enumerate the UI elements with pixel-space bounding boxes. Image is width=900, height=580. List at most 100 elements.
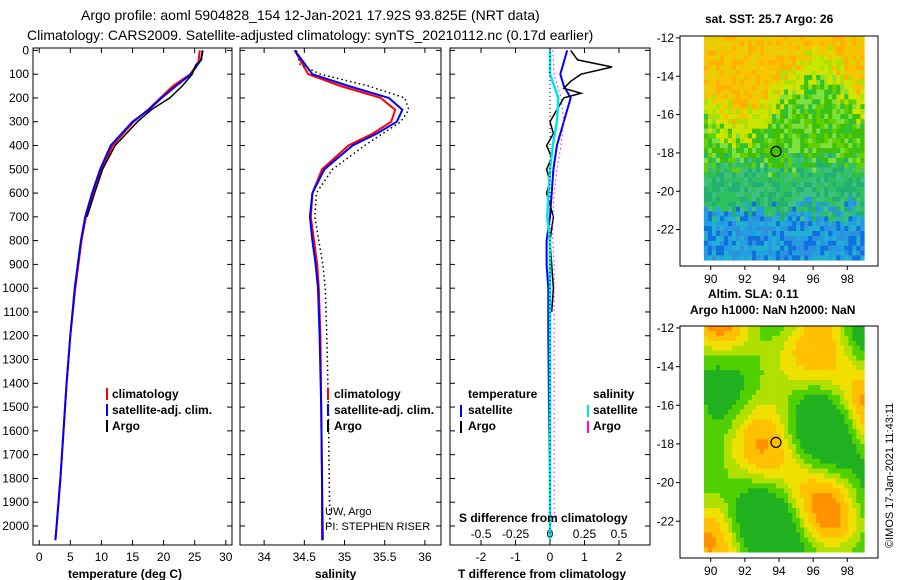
series-line-t-argo xyxy=(545,49,613,313)
salinity-legend: climatology satellite-adj. clim. Argo UW… xyxy=(325,387,434,533)
map-x-tick-label: 98 xyxy=(841,272,855,286)
map-x-tick-label: 98 xyxy=(841,564,855,578)
imos-credit: ©IMOS 17-Jan-2021 11:43:11 xyxy=(884,403,896,548)
legend-label-satellite: satellite-adj. clim. xyxy=(334,403,434,417)
legend-header-temperature: temperature xyxy=(468,387,538,401)
map-y-tick-label: -22 xyxy=(657,223,675,237)
map-x-tick-label: 90 xyxy=(704,272,718,286)
x-tick-label: 2 xyxy=(616,550,623,564)
series-line-t-satellite xyxy=(545,50,572,541)
sst-map xyxy=(703,36,865,261)
depth-tick-label: 400 xyxy=(9,138,29,152)
depth-tick-label: 900 xyxy=(9,257,29,271)
difference-xlabel: T difference from climatology xyxy=(458,567,626,580)
legend-swatch-t-satellite xyxy=(460,405,462,417)
x-tick-label: 5 xyxy=(67,550,74,564)
legend-label-climatology: climatology xyxy=(334,387,401,401)
map-x-tick-label: 92 xyxy=(738,564,752,578)
annotation-pi: PI: STEPHEN RISER xyxy=(325,521,430,533)
map-x-tick-label: 92 xyxy=(738,272,752,286)
s-tick-label: 0.5 xyxy=(611,527,628,541)
map-y-tick-label: -14 xyxy=(657,69,675,83)
depth-tick-label: 0 xyxy=(22,43,29,57)
series-line-satellite-adj-clim- xyxy=(293,49,404,541)
sla-map xyxy=(703,326,865,553)
map-x-tick-label: 90 xyxy=(704,564,718,578)
map-y-tick-label: -12 xyxy=(657,31,675,45)
x-tick-label: 0 xyxy=(36,550,43,564)
legend-label-t-argo: Argo xyxy=(468,419,496,433)
sla-map-ticks: 90 92 94 96 98 -12 -14 -16 -18 -20 -22 xyxy=(657,321,855,578)
depth-tick-label: 700 xyxy=(9,210,29,224)
series-line-climatology xyxy=(54,50,201,541)
series-line-argo xyxy=(295,50,410,527)
temperature-legend: climatology satellite-adj. clim. Argo xyxy=(106,387,212,433)
legend-header-salinity: salinity xyxy=(593,387,635,401)
depth-tick-label: 1200 xyxy=(2,329,29,343)
header-line2: Climatology: CARS2009. Satellite-adjuste… xyxy=(27,27,593,43)
difference-x-ticks: -2 -1 0 1 2 xyxy=(476,48,623,564)
annotation-uw-argo: UW, Argo xyxy=(325,506,371,518)
depth-tick-label: 800 xyxy=(9,234,29,248)
legend-label-satellite: satellite-adj. clim. xyxy=(112,403,212,417)
x-tick-label: 34.5 xyxy=(293,550,317,564)
depth-axis: 0 100 200 300 400 500 600 700 800 900 1000 1100 1200… xyxy=(2,43,650,533)
header-line1: Argo profile: aoml 5904828_154 12-Jan-20… xyxy=(81,7,540,23)
legend-swatch-argo xyxy=(106,420,108,432)
map-y-tick-label: -18 xyxy=(657,437,675,451)
map-x-tick-label: 96 xyxy=(806,272,820,286)
depth-tick-label: 1800 xyxy=(2,471,29,485)
x-tick-label: 34 xyxy=(257,550,271,564)
x-tick-label: 25 xyxy=(188,550,202,564)
depth-tick-label: 600 xyxy=(9,186,29,200)
x-tick-label: 10 xyxy=(95,550,109,564)
legend-swatch-satellite xyxy=(106,404,108,416)
map-x-tick-label: 96 xyxy=(806,564,820,578)
legend-label-s-argo: Argo xyxy=(593,419,621,433)
legend-swatch-satellite xyxy=(327,404,329,416)
difference-legend: temperature salinity satellite Argo sate… xyxy=(460,387,638,433)
depth-tick-label: 1000 xyxy=(2,281,29,295)
map-x-tick-label: 94 xyxy=(772,564,786,578)
series-line-satellite-adj-clim- xyxy=(54,50,204,541)
map-y-tick-label: -18 xyxy=(657,146,675,160)
x-tick-label: 36 xyxy=(418,550,432,564)
salinity-series xyxy=(293,49,410,541)
map-x-tick-label: 94 xyxy=(772,272,786,286)
depth-tick-label: 1700 xyxy=(2,448,29,462)
series-line-climatology xyxy=(293,49,397,541)
x-tick-label: 20 xyxy=(157,550,171,564)
depth-tick-label: 500 xyxy=(9,162,29,176)
sla-map-title-1: Altim. SLA: 0.11 xyxy=(708,287,799,301)
x-tick-label: 1 xyxy=(581,550,588,564)
map-y-tick-label: -12 xyxy=(657,321,675,335)
x-tick-label: 35 xyxy=(338,550,352,564)
x-tick-label: 30 xyxy=(219,550,233,564)
depth-tick-label: 1500 xyxy=(2,400,29,414)
map-y-tick-label: -20 xyxy=(657,184,675,198)
depth-tick-label: 100 xyxy=(9,67,29,81)
s-difference-label: S difference from climatology xyxy=(459,511,628,525)
depth-tick-label: 2000 xyxy=(2,519,29,533)
salinity-panel-frame xyxy=(239,47,442,546)
legend-label-t-satellite: satellite xyxy=(468,403,513,417)
legend-swatch-s-argo xyxy=(587,421,589,433)
depth-tick-label: 1600 xyxy=(2,424,29,438)
legend-swatch-s-satellite xyxy=(587,405,589,417)
argo-location-marker xyxy=(770,436,782,448)
depth-tick-label: 300 xyxy=(9,115,29,129)
depth-tick-label: 1100 xyxy=(3,305,29,319)
argo-location-marker xyxy=(770,145,782,157)
x-tick-label: 0 xyxy=(547,550,554,564)
sst-map-ticks: 90 92 94 96 98 -12 -14 -16 -18 -20 -22 xyxy=(657,31,855,286)
difference-series xyxy=(545,48,613,545)
s-tick-label: -0.5 xyxy=(471,527,492,541)
legend-label-argo: Argo xyxy=(112,419,140,433)
legend-swatch-climatology xyxy=(327,388,329,400)
map-y-tick-label: -16 xyxy=(657,398,675,412)
s-difference-x-ticks: -0.5 -0.25 0 0.25 0.5 xyxy=(471,527,628,541)
x-tick-label: -1 xyxy=(510,550,521,564)
salinity-x-ticks: 34 34.5 35 35.5 36 xyxy=(257,48,432,564)
s-tick-label: -0.25 xyxy=(502,527,530,541)
